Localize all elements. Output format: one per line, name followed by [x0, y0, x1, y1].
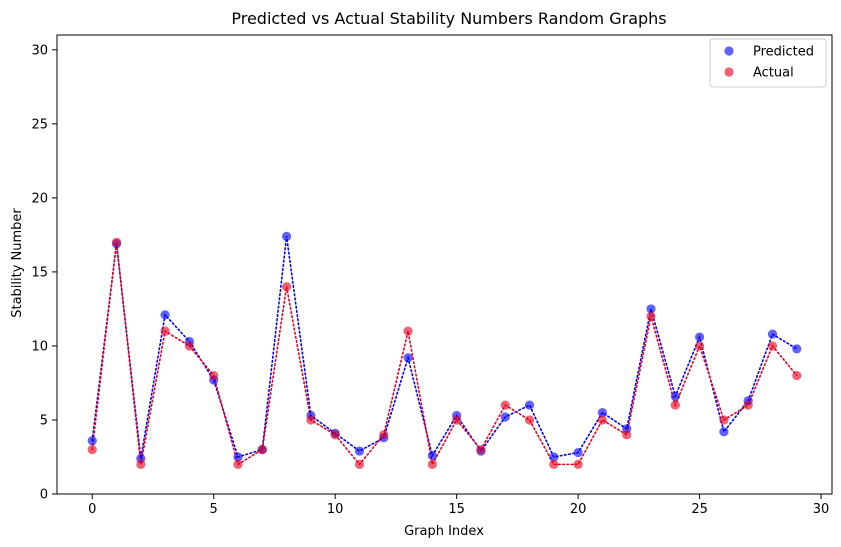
x-tick-label: 30 [813, 502, 830, 517]
data-point-actual [160, 326, 170, 336]
data-point-predicted [670, 391, 680, 401]
y-tick-label: 30 [31, 43, 48, 58]
data-point-actual [354, 459, 365, 469]
data-point-predicted [719, 427, 729, 437]
data-point-predicted [549, 452, 559, 462]
data-point-predicted [500, 412, 510, 422]
data-point-predicted [646, 304, 656, 314]
data-point-actual [694, 341, 705, 351]
data-point-actual [209, 370, 219, 381]
y-tick-label: 15 [31, 265, 48, 280]
legend-label-actual: Actual [753, 66, 794, 81]
data-point-actual [646, 311, 656, 321]
data-point-predicted [767, 329, 778, 339]
data-point-predicted [694, 332, 705, 342]
data-point-actual [767, 341, 778, 351]
data-point-actual [500, 400, 510, 410]
legend-marker-predicted [724, 46, 734, 56]
data-point-predicted [160, 310, 170, 320]
data-point-actual [670, 400, 680, 410]
axes-frame [56, 34, 833, 495]
y-tick-label: 5 [40, 413, 48, 428]
data-point-predicted [281, 231, 292, 241]
legend-label-predicted: Predicted [753, 45, 814, 60]
data-point-predicted [597, 407, 608, 418]
data-point-actual [330, 430, 340, 440]
data-point-predicted [87, 436, 97, 446]
y-axis-label: Stability Number [10, 208, 25, 318]
data-point-actual [281, 282, 292, 292]
data-point-actual [257, 444, 267, 455]
data-point-actual [184, 341, 195, 351]
data-point-predicted [233, 452, 243, 462]
data-point-predicted [524, 400, 535, 410]
y-tick-label: 0 [40, 488, 48, 503]
data-point-actual [87, 444, 97, 455]
y-tick-label: 20 [31, 191, 48, 206]
data-point-actual [233, 459, 243, 469]
series-line-actual [91, 242, 798, 467]
data-point-actual [622, 430, 632, 440]
data-point-actual [111, 237, 122, 247]
data-point-actual [306, 415, 316, 425]
data-point-actual [597, 415, 608, 425]
y-tick-label: 10 [31, 339, 48, 354]
data-point-actual [743, 400, 753, 410]
x-tick-label: 10 [327, 502, 344, 517]
x-tick-label: 25 [691, 502, 708, 517]
data-point-actual [549, 459, 559, 469]
y-tick-label: 25 [31, 117, 48, 132]
x-tick-label: 0 [88, 502, 96, 517]
data-point-predicted [573, 447, 583, 458]
data-point-actual [524, 415, 535, 425]
series-line-predicted [91, 236, 798, 459]
x-axis-label: Graph Index [404, 524, 484, 539]
x-tick-label: 20 [570, 502, 587, 517]
data-point-actual [573, 459, 583, 469]
x-tick-label: 15 [448, 502, 465, 517]
data-point-actual [719, 415, 729, 425]
data-point-actual [452, 415, 462, 425]
data-point-predicted [427, 450, 437, 461]
data-point-predicted [354, 446, 365, 456]
data-point-predicted [792, 344, 802, 354]
plot-area: 0 5 10 15 20 25 30 0 5 10 15 20 25 30 Predicted Actual [31, 34, 833, 517]
data-point-actual [403, 326, 413, 336]
data-point-predicted [403, 353, 413, 363]
data-point-actual [427, 459, 437, 469]
x-tick-label: 5 [210, 502, 218, 517]
data-point-actual [476, 444, 486, 455]
data-point-actual [379, 430, 389, 440]
data-point-actual [136, 459, 146, 469]
legend-box [709, 38, 827, 88]
chart-title: Predicted vs Actual Stability Numbers Ra… [231, 9, 666, 28]
legend-marker-actual [724, 67, 734, 77]
data-point-actual [792, 370, 802, 381]
